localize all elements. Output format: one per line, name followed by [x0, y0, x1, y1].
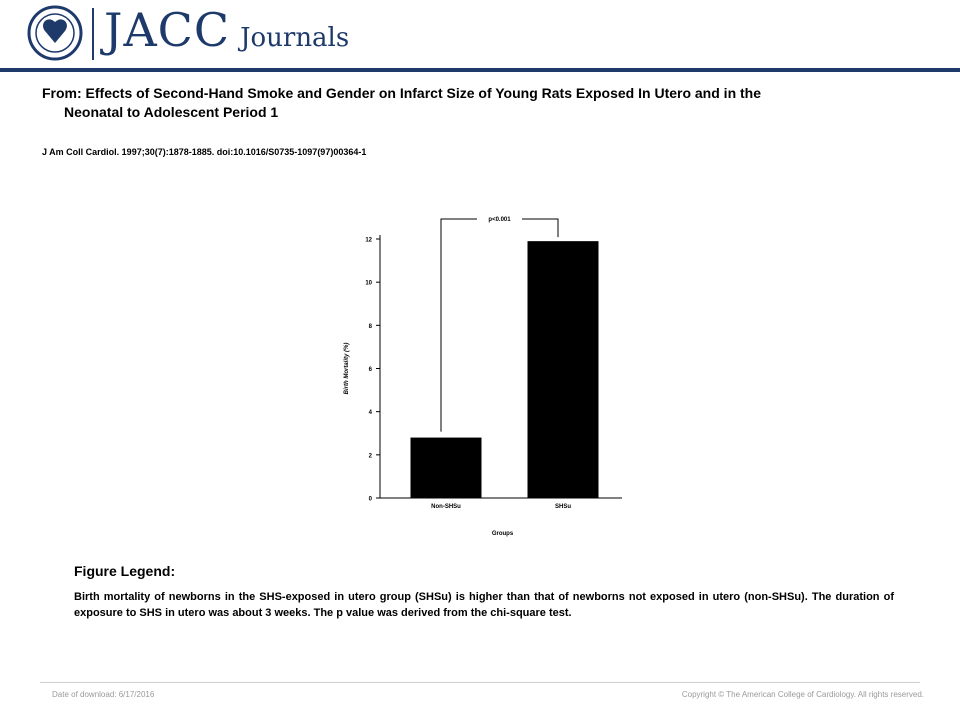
y-tick-label: 4 [369, 410, 373, 416]
download-date: Date of download: 6/17/2016 [52, 690, 155, 699]
y-axis-label: Birth Mortality (%) [344, 343, 350, 395]
brand-divider [92, 8, 94, 60]
x-tick-label: SHSu [555, 504, 571, 510]
significance-bracket-right [522, 218, 559, 238]
y-tick-label: 12 [365, 238, 372, 244]
y-tick-label: 6 [369, 367, 373, 373]
bar-non-shsu [410, 437, 482, 498]
significance-bracket-left [440, 218, 477, 432]
brand-sub: Journals [240, 23, 350, 53]
article-title-line1: From: Effects of Second-Hand Smoke and G… [42, 85, 762, 101]
article-title: From: Effects of Second-Hand Smoke and G… [42, 84, 922, 122]
figure-legend-text: Birth mortality of newborns in the SHS-e… [74, 591, 894, 619]
bar-shsu [527, 241, 599, 498]
bar-chart: 0 2 4 6 8 10 12 Non-SHSu SHSu Groups Birth Mortali… [344, 217, 622, 537]
journal-header: JACC Journals [0, 0, 960, 72]
brand-main: JACC [104, 3, 231, 57]
citation: J Am Coll Cardiol. 1997;30(7):1878-1885.… [42, 147, 367, 157]
y-tick-label: 2 [369, 453, 373, 459]
y-tick-label: 0 [369, 497, 373, 503]
journal-brand: JACC Journals [104, 3, 349, 57]
header-rule [0, 68, 960, 72]
footer-rule [40, 682, 920, 683]
acc-seal-icon [27, 5, 83, 61]
x-axis-label: Groups [492, 531, 514, 537]
x-tick-label: Non-SHSu [431, 504, 461, 510]
article-title-line2: Neonatal to Adolescent Period 1 [64, 104, 279, 120]
significance-label: p<0.001 [488, 217, 511, 223]
y-tick-label: 8 [369, 324, 373, 330]
figure-legend-title: Figure Legend: [74, 563, 176, 579]
y-tick-label: 10 [365, 281, 372, 287]
copyright: Copyright © The American College of Card… [681, 690, 924, 699]
